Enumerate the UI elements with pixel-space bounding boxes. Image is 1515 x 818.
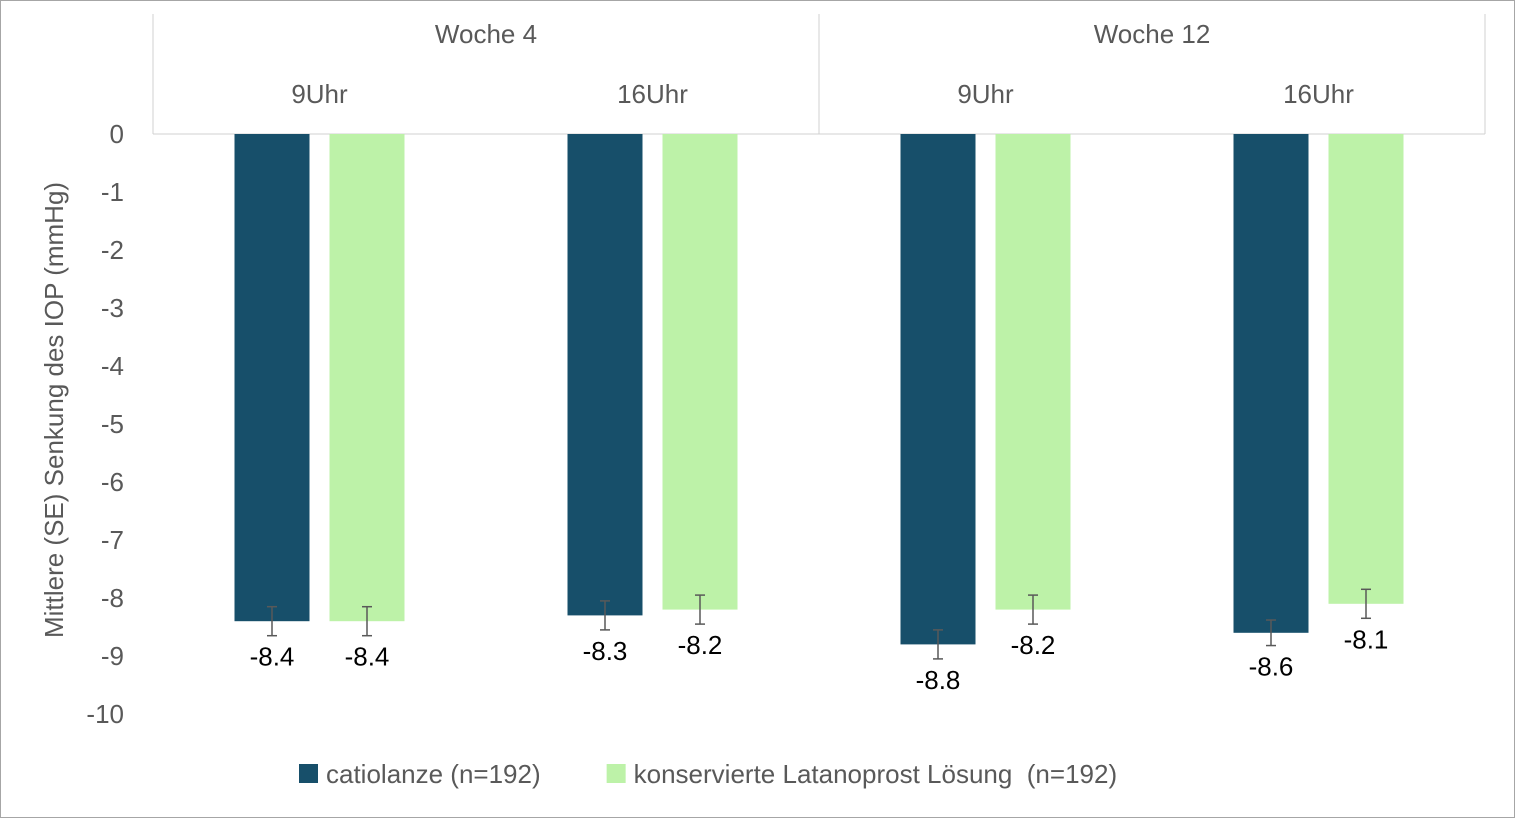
y-tick-label: -1 <box>101 177 124 207</box>
bar <box>900 134 976 645</box>
legend-swatch <box>299 764 318 783</box>
data-label: -8.2 <box>678 630 723 660</box>
y-tick-label: -2 <box>101 235 124 265</box>
y-axis-title: Mittlere (SE) Senkung des IOP (mmHg) <box>39 182 69 638</box>
data-label: -8.4 <box>345 642 390 672</box>
y-tick-label: -6 <box>101 467 124 497</box>
bar <box>662 134 738 610</box>
y-tick-label: -3 <box>101 293 124 323</box>
bar <box>329 134 405 622</box>
legend-label: catiolanze (n=192) <box>326 759 541 789</box>
legend-label: konservierte Latanoprost Lösung (n=192) <box>634 759 1117 789</box>
data-label: -8.1 <box>1344 624 1389 654</box>
y-axis: 0 -1 -2 -3 -4 -5 -6 -7 -8 -9 -10 Mittlere (SE) Senk… <box>39 119 124 729</box>
category-label: 9Uhr <box>291 79 348 109</box>
category-label: 16Uhr <box>1283 79 1354 109</box>
data-label: -8.6 <box>1249 652 1294 682</box>
y-tick-label: -9 <box>101 641 124 671</box>
y-tick-label: -5 <box>101 409 124 439</box>
data-labels: -8.4 -8.3 -8.8 -8.6 -8.4 -8.2 -8.2 -8.1 <box>250 624 1389 695</box>
bars <box>234 134 1404 645</box>
legend-swatch <box>606 764 626 783</box>
bar <box>234 134 310 622</box>
error-bars <box>267 588 1371 660</box>
y-tick-label: -4 <box>101 351 124 381</box>
data-label: -8.8 <box>916 665 961 695</box>
y-tick-label: -8 <box>101 583 124 613</box>
category-label: 16Uhr <box>617 79 688 109</box>
data-label: -8.4 <box>250 642 295 672</box>
data-label: -8.2 <box>1011 630 1056 660</box>
category-label: 9Uhr <box>957 79 1014 109</box>
bar <box>1328 134 1404 604</box>
legend: catiolanze (n=192) konservierte Latanopro… <box>299 759 1117 789</box>
y-tick-label: 0 <box>110 119 124 149</box>
y-tick-label: -7 <box>101 525 124 555</box>
bar <box>995 134 1071 610</box>
group-label: Woche 4 <box>435 19 537 49</box>
bar <box>1233 134 1309 633</box>
bar <box>567 134 643 616</box>
category-header: Woche 4 Woche 12 9Uhr 16Uhr 9Uhr 16Uhr <box>152 14 1486 135</box>
data-label: -8.3 <box>583 636 628 666</box>
group-label: Woche 12 <box>1094 19 1211 49</box>
y-tick-label: -10 <box>86 699 124 729</box>
